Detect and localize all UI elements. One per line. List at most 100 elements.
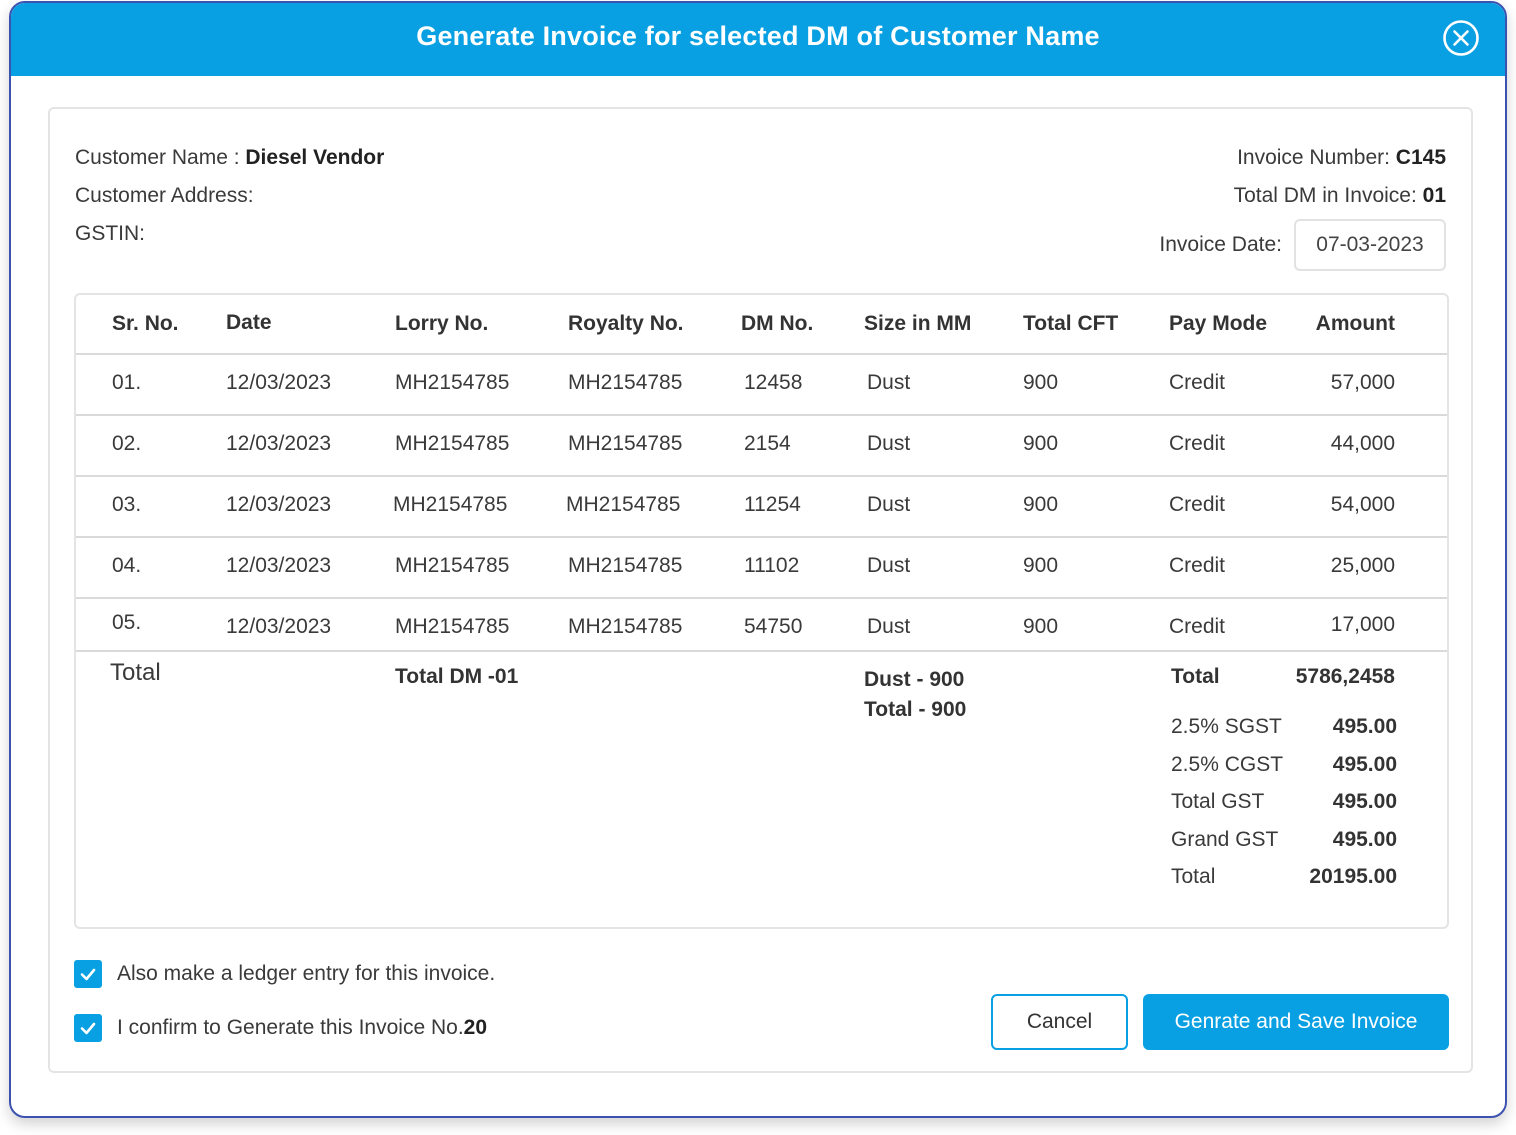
summary-value: 495.00 [1332, 790, 1397, 813]
table-header: Sr. No. Date Lorry No. Royalty No. DM No… [76, 295, 1447, 355]
cell-lorry-no: MH2154785 [395, 554, 510, 577]
summary-label: Total [1171, 865, 1216, 888]
cell-lorry-no: MH2154785 [393, 493, 508, 516]
cell-size: Dust [867, 554, 911, 577]
checkmark-icon [80, 968, 96, 981]
total-dm-label: Total DM in Invoice: [1233, 184, 1423, 207]
cell-sr-no: 05. [112, 611, 142, 634]
total-dm-summary: Total DM -01 [395, 665, 519, 688]
dust-total-summary: Dust - 900 Total - 900 [864, 665, 966, 725]
cell-dm-no: 11254 [744, 493, 801, 516]
generate-invoice-modal: Generate Invoice for selected DM of Cust… [9, 1, 1507, 1118]
confirm-label: I confirm to Generate this Invoice No. [117, 1016, 464, 1039]
cell-dm-no: 12458 [744, 371, 803, 394]
cell-amount: 44,000 [1330, 432, 1395, 455]
cell-sr-no: 04. [112, 554, 142, 577]
gstin-label: GSTIN: [75, 222, 146, 245]
cell-sr-no: 02. [112, 432, 142, 455]
cell-royalty-no: MH2154785 [566, 493, 681, 516]
cell-total-cft: 900 [1023, 554, 1059, 577]
dust-total: Total - 900 [864, 698, 967, 721]
dm-table: Sr. No. Date Lorry No. Royalty No. DM No… [74, 293, 1449, 929]
invoice-number-value: C145 [1395, 146, 1446, 169]
cell-size: Dust [867, 371, 911, 394]
table-row: 03. 12/03/2023 MH2154785 MH2154785 11254… [76, 477, 1447, 538]
invoice-date-field[interactable]: 07-03-2023 [1294, 219, 1446, 271]
cell-pay-mode: Credit [1169, 615, 1226, 638]
modal-title: Generate Invoice for selected DM of Cust… [416, 21, 1100, 51]
summary-row-sgst: 2.5% SGST 495.00 [1171, 715, 1397, 753]
header-total-cft: Total CFT [1023, 312, 1119, 335]
cell-pay-mode: Credit [1169, 554, 1226, 577]
header-amount: Amount [1315, 312, 1395, 335]
cell-dm-no: 54750 [744, 615, 803, 638]
total-dm-line: Total DM in Invoice: 01 [1159, 183, 1446, 221]
tax-summary: 2.5% SGST 495.00 2.5% CGST 495.00 Total … [1171, 715, 1397, 903]
table-row: 04. 12/03/2023 MH2154785 MH2154785 11102… [76, 538, 1447, 599]
customer-name-label: Customer Name : [75, 146, 246, 169]
cell-pay-mode: Credit [1169, 371, 1226, 394]
cell-pay-mode: Credit [1169, 432, 1226, 455]
invoice-date-label: Invoice Date: [1159, 233, 1282, 256]
table-row: 05. 12/03/2023 MH2154785 MH2154785 54750… [76, 599, 1447, 652]
modal-header: Generate Invoice for selected DM of Cust… [11, 3, 1505, 76]
summary-row-total-gst: Total GST 495.00 [1171, 790, 1397, 828]
cell-total-cft: 900 [1023, 615, 1059, 638]
confirm-invoice-number: 20 [463, 1016, 488, 1039]
header-royalty-no: Royalty No. [568, 312, 684, 335]
header-lorry-no: Lorry No. [395, 312, 489, 335]
invoice-number-label: Invoice Number: [1237, 146, 1396, 169]
cancel-button[interactable]: Cancel [991, 994, 1128, 1050]
cell-lorry-no: MH2154785 [395, 615, 510, 638]
summary-label: 2.5% CGST [1171, 752, 1284, 776]
header-pay-mode: Pay Mode [1169, 312, 1268, 335]
ledger-entry-checkbox[interactable] [74, 960, 102, 988]
invoice-info: Invoice Number: C145 Total DM in Invoice… [1159, 145, 1446, 271]
cell-date: 12/03/2023 [226, 371, 332, 394]
summary-value: 495.00 [1332, 715, 1397, 738]
confirm-option: I confirm to Generate this Invoice No. 20 [74, 1014, 487, 1042]
total-dm-value: 01 [1422, 184, 1446, 207]
cell-date: 12/03/2023 [226, 432, 332, 455]
cell-royalty-no: MH2154785 [568, 371, 683, 394]
cell-date: 12/03/2023 [226, 554, 332, 577]
summary-label: Total GST [1171, 790, 1265, 813]
summary-value: 20195.00 [1309, 865, 1397, 888]
generate-and-save-invoice-button[interactable]: Genrate and Save Invoice [1143, 994, 1449, 1050]
cell-size: Dust [867, 615, 911, 638]
amount-total-value: 5786,2458 [1295, 665, 1395, 688]
invoice-date-row: Invoice Date: 07-03-2023 [1159, 219, 1446, 271]
summary-row-total: Total 20195.00 [1171, 865, 1397, 903]
cell-total-cft: 900 [1023, 371, 1059, 394]
summary-value: 495.00 [1332, 827, 1397, 851]
confirm-checkbox[interactable] [74, 1014, 102, 1042]
summary-row-grand-gst: Grand GST 495.00 [1171, 828, 1397, 866]
customer-name-line: Customer Name : Diesel Vendor [75, 145, 384, 183]
total-label: Total [110, 659, 161, 686]
cell-date: 12/03/2023 [226, 493, 332, 516]
cell-date: 12/03/2023 [226, 615, 332, 638]
header-sr-no: Sr. No. [112, 312, 179, 335]
cell-amount: 25,000 [1330, 554, 1395, 577]
cell-royalty-no: MH2154785 [568, 615, 683, 638]
cell-lorry-no: MH2154785 [395, 371, 510, 394]
close-circle-icon [1443, 20, 1479, 56]
cell-size: Dust [867, 493, 911, 516]
cell-pay-mode: Credit [1169, 493, 1226, 516]
invoice-number-line: Invoice Number: C145 [1159, 145, 1446, 183]
customer-info: Customer Name : Diesel Vendor Customer A… [75, 145, 384, 259]
cell-total-cft: 900 [1023, 432, 1059, 455]
cell-sr-no: 01. [112, 371, 142, 394]
cell-amount: 54,000 [1330, 493, 1395, 516]
summary-row-cgst: 2.5% CGST 495.00 [1171, 753, 1397, 791]
close-button[interactable] [1442, 19, 1480, 57]
cell-royalty-no: MH2154785 [568, 432, 683, 455]
dust-summary: Dust - 900 [864, 668, 965, 691]
summary-label: 2.5% SGST [1171, 715, 1282, 738]
cell-dm-no: 11102 [744, 554, 800, 577]
ledger-entry-label: Also make a ledger entry for this invoic… [117, 962, 496, 985]
cell-total-cft: 900 [1023, 493, 1059, 516]
customer-address-label: Customer Address: [75, 184, 254, 207]
invoice-panel: Customer Name : Diesel Vendor Customer A… [48, 107, 1473, 1073]
ledger-entry-option: Also make a ledger entry for this invoic… [74, 960, 495, 988]
